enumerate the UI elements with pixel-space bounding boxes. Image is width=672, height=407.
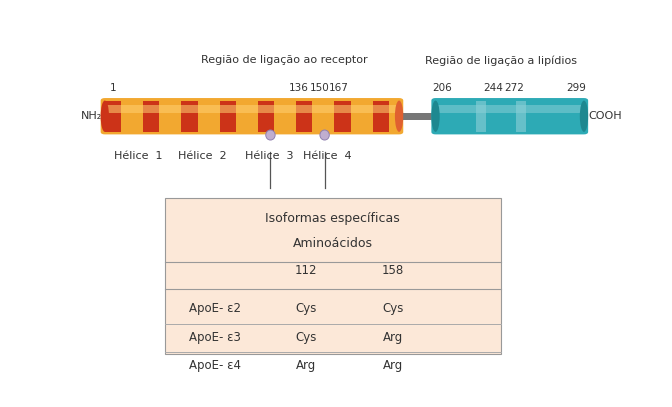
Ellipse shape	[320, 130, 329, 140]
Text: Região de ligação ao receptor: Região de ligação ao receptor	[201, 55, 368, 65]
Text: Hélice  4: Hélice 4	[304, 151, 352, 161]
FancyBboxPatch shape	[165, 198, 501, 354]
FancyBboxPatch shape	[435, 105, 584, 113]
FancyBboxPatch shape	[296, 101, 312, 132]
Text: 150: 150	[310, 83, 329, 93]
Text: Cys: Cys	[295, 330, 317, 344]
Text: ApoE- ε4: ApoE- ε4	[189, 359, 241, 372]
Text: ApoE- ε2: ApoE- ε2	[189, 302, 241, 315]
FancyBboxPatch shape	[105, 101, 121, 132]
Text: 244: 244	[483, 83, 503, 93]
Text: Aminoácidos: Aminoácidos	[293, 237, 373, 250]
Text: Arg: Arg	[296, 359, 316, 372]
Text: 206: 206	[433, 83, 452, 93]
Ellipse shape	[580, 101, 588, 132]
Text: 299: 299	[566, 83, 586, 93]
FancyBboxPatch shape	[101, 98, 403, 134]
Text: 1: 1	[110, 83, 116, 93]
FancyBboxPatch shape	[143, 101, 159, 132]
Text: NH₂: NH₂	[81, 111, 102, 121]
Text: COOH: COOH	[588, 111, 622, 121]
Text: Hélice  2: Hélice 2	[179, 151, 227, 161]
FancyBboxPatch shape	[372, 101, 389, 132]
Text: Cys: Cys	[295, 302, 317, 315]
Text: 167: 167	[329, 83, 349, 93]
FancyBboxPatch shape	[105, 105, 399, 113]
FancyBboxPatch shape	[515, 101, 526, 132]
Ellipse shape	[265, 130, 275, 140]
FancyBboxPatch shape	[335, 101, 351, 132]
Text: Isoformas específicas: Isoformas específicas	[265, 212, 400, 225]
Text: 136: 136	[289, 83, 309, 93]
Text: 272: 272	[504, 83, 524, 93]
Text: 112: 112	[294, 263, 317, 276]
Text: Cys: Cys	[382, 302, 404, 315]
Text: Região de ligação a lipídios: Região de ligação a lipídios	[425, 55, 577, 66]
Ellipse shape	[431, 101, 439, 132]
FancyBboxPatch shape	[431, 98, 588, 134]
Text: Arg: Arg	[383, 359, 403, 372]
FancyBboxPatch shape	[258, 101, 274, 132]
Text: Arg: Arg	[383, 330, 403, 344]
FancyBboxPatch shape	[181, 101, 198, 132]
FancyBboxPatch shape	[476, 101, 486, 132]
Text: 158: 158	[382, 263, 405, 276]
FancyBboxPatch shape	[220, 101, 236, 132]
Ellipse shape	[395, 101, 403, 132]
Text: ApoE- ε3: ApoE- ε3	[190, 330, 241, 344]
Text: Hélice  3: Hélice 3	[245, 151, 293, 161]
Text: Hélice  1: Hélice 1	[114, 151, 163, 161]
FancyBboxPatch shape	[401, 113, 435, 120]
Ellipse shape	[101, 101, 109, 132]
